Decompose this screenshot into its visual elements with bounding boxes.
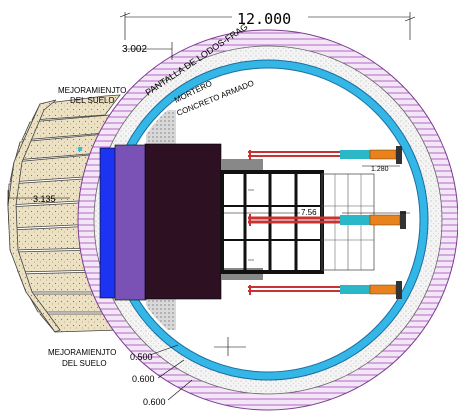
dimension-lines: [7, 12, 416, 401]
label-soil-improvement-top-2: DEL SUELO: [70, 96, 115, 105]
dim-soil-depth: 3.135: [33, 194, 56, 204]
dim-wall-offset: 3.002: [122, 44, 147, 55]
dim-layer-3: 0.600: [143, 397, 166, 407]
dim-layer-2: 0.600: [132, 374, 155, 384]
label-soil-improvement-bottom-1: MEJORAMIENJTO: [48, 348, 116, 357]
dim-shaft-diameter: 12.000: [237, 10, 291, 28]
hydraulic-jacks: [340, 146, 406, 299]
struts: [248, 150, 340, 295]
label-soil-improvement-top-1: MEJORAMIENJTO: [58, 86, 126, 95]
label-soil-improvement-bottom-2: DEL SUELO: [62, 359, 107, 368]
dim-inner-span: 7.56: [301, 208, 317, 217]
dim-strut-length: 1.280: [371, 166, 389, 173]
tbm-machine: [99, 143, 222, 301]
dim-layer-1: 0.500: [130, 352, 153, 362]
